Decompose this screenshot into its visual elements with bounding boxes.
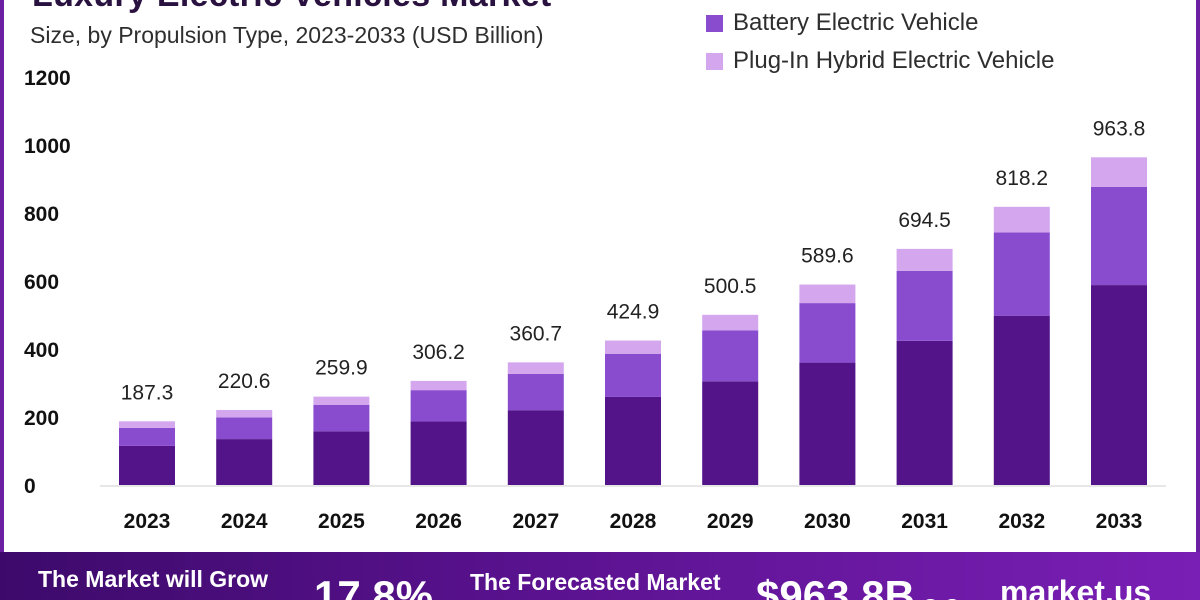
- bar-total-label: 259.9: [315, 357, 368, 380]
- chart-title: Luxury Electric Vehicles Market: [32, 0, 552, 15]
- bar-total-label: 500.5: [704, 275, 757, 298]
- bar-total-label: 360.7: [510, 322, 563, 345]
- bar-total-label: 589.6: [801, 245, 854, 268]
- bar-total-label: 694.5: [898, 209, 951, 232]
- y-tick-label: 0: [24, 475, 36, 498]
- banner-logo-text: market.us: [1000, 574, 1152, 600]
- frame-left: [0, 0, 4, 552]
- bar-segment-1: [313, 431, 370, 485]
- bar-segment-2: [799, 303, 856, 363]
- legend: Battery Electric Vehicle Plug-In Hybrid …: [706, 4, 1054, 80]
- x-tick-label: 2031: [901, 510, 948, 533]
- bar-segment-3: [507, 362, 564, 374]
- market-us-logo-icon: ๑๑: [920, 576, 963, 600]
- x-tick-label: 2027: [512, 510, 559, 533]
- x-tick-label: 2033: [1096, 510, 1143, 533]
- bar-segment-1: [507, 410, 564, 485]
- bar-segment-3: [313, 396, 370, 405]
- y-tick-label: 800: [24, 203, 59, 226]
- bar-segment-1: [119, 445, 175, 485]
- banner-forecast-value: $963.8B: [756, 572, 915, 600]
- x-tick-label: 2029: [707, 510, 754, 533]
- bar-segment-2: [702, 330, 759, 382]
- bar-total-label: 963.8: [1093, 117, 1146, 140]
- legend-label-bev: Battery Electric Vehicle: [733, 9, 979, 36]
- x-tick-label: 2030: [804, 510, 851, 533]
- bar-total-label: 818.2: [996, 167, 1049, 190]
- bar-segment-3: [605, 340, 661, 354]
- x-tick-label: 2023: [124, 510, 171, 533]
- bar-segment-1: [410, 421, 467, 485]
- x-tick-label: 2032: [998, 510, 1045, 533]
- bar-segment-3: [410, 380, 467, 391]
- bar-chart: 0 200 400 600 800 1000 1200 187.3 2023 220.6 2024 2…: [24, 67, 1166, 533]
- bar-segment-2: [507, 373, 564, 411]
- bar-segment-1: [799, 362, 856, 485]
- bar-segment-3: [1091, 157, 1147, 187]
- bar-segment-2: [896, 270, 953, 341]
- y-tick-label: 400: [24, 339, 59, 362]
- bar-segment-3: [216, 409, 273, 418]
- x-tick-label: 2024: [221, 510, 268, 533]
- legend-item-phev: Plug-In Hybrid Electric Vehicle: [706, 42, 1054, 80]
- bar-segment-2: [410, 390, 467, 422]
- bar-segment-3: [896, 248, 953, 271]
- x-tick-label: 2028: [610, 510, 657, 533]
- bar-segment-1: [605, 396, 661, 485]
- bar-segment-3: [799, 284, 856, 304]
- bar-segment-1: [702, 381, 759, 485]
- legend-swatch-bev: [706, 14, 723, 32]
- footer-banner: The Market will Grow 17.8% The Forecaste…: [0, 552, 1200, 600]
- banner-forecast-text: The Forecasted Market: [470, 569, 721, 595]
- y-tick-label: 600: [24, 271, 59, 294]
- bar-segment-1: [1091, 285, 1147, 485]
- chart-subtitle: Size, by Propulsion Type, 2023-2033 (USD…: [30, 22, 544, 48]
- bar-segment-1: [216, 439, 273, 485]
- bar-segment-2: [993, 232, 1050, 316]
- bar-segment-1: [993, 315, 1050, 485]
- legend-swatch-phev: [706, 52, 723, 70]
- x-tick-label: 2026: [415, 510, 462, 533]
- x-tick-label: 2025: [318, 510, 365, 533]
- frame-right: [1196, 0, 1200, 552]
- bar-segment-3: [119, 421, 175, 428]
- bar-total-label: 187.3: [121, 381, 174, 404]
- bar-total-label: 424.9: [607, 301, 660, 324]
- banner-growth-value: 17.8%: [314, 572, 434, 600]
- bar-segment-1: [896, 340, 953, 485]
- banner-growth-text: The Market will Grow: [38, 566, 269, 592]
- bar-segment-3: [993, 206, 1050, 233]
- bar-total-label: 306.2: [412, 341, 465, 364]
- bar-total-label: 220.6: [218, 370, 271, 393]
- y-tick-label: 1000: [24, 135, 71, 158]
- bar-segment-2: [1091, 186, 1147, 286]
- legend-item-bev: Battery Electric Vehicle: [706, 4, 1054, 42]
- bar-segment-2: [313, 404, 370, 432]
- bar-segment-2: [605, 353, 661, 397]
- legend-label-phev: Plug-In Hybrid Electric Vehicle: [733, 47, 1055, 74]
- bar-segment-3: [702, 314, 759, 331]
- y-tick-label: 200: [24, 407, 59, 430]
- bar-segment-2: [216, 417, 273, 440]
- bar-segment-2: [119, 427, 175, 446]
- y-tick-label: 1200: [24, 67, 71, 90]
